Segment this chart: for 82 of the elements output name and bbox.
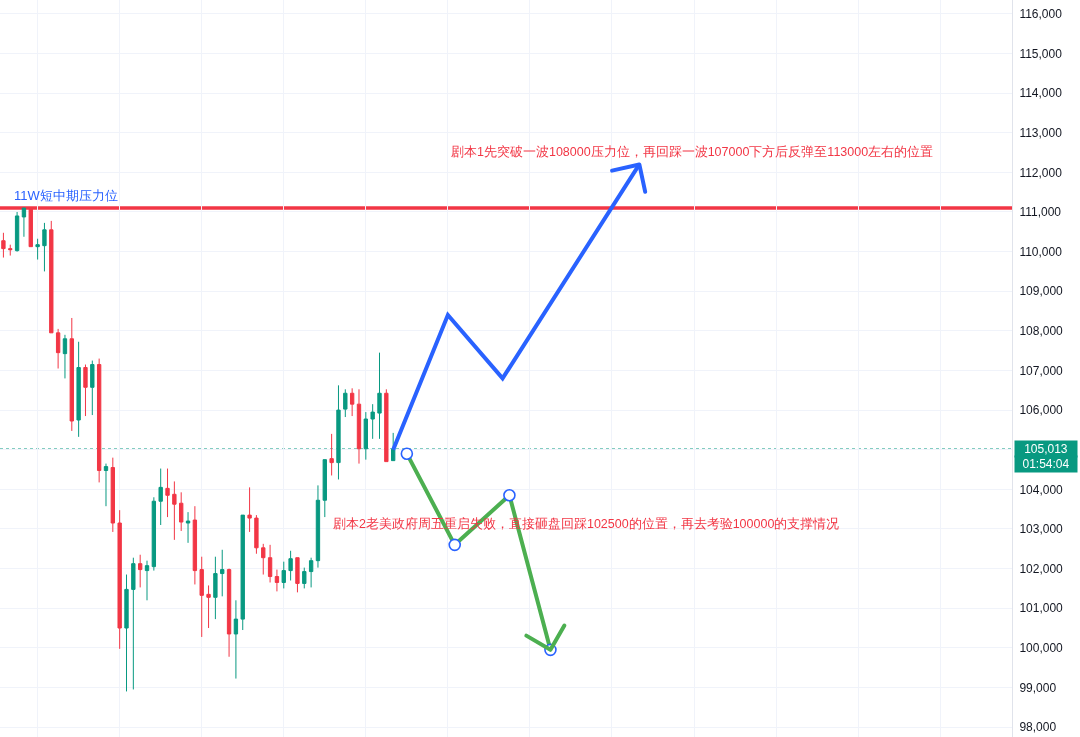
annotation: 剧本1先突破一波108000压力位，再回踩一波107000下方后反弹至113000左右的位置 [451,144,934,159]
candlestick [185,511,191,544]
candlestick [391,432,396,462]
candlestick [172,480,177,541]
candlestick [110,457,115,533]
candlestick [384,388,389,463]
candlestick [124,574,129,692]
candlestick [240,514,245,631]
y-tick-label: 108,000 [1019,324,1064,339]
candlestick [315,484,321,569]
candlestick [8,244,13,257]
candlestick [144,560,150,601]
candlestick [356,388,362,465]
candlestick [274,569,280,592]
candlestick [49,220,54,334]
candlestick [247,486,252,533]
candlestick [69,317,74,432]
candlestick [295,557,300,593]
y-tick-label: 99,000 [1019,680,1057,695]
candlestick [377,352,382,440]
candlestick [14,211,20,253]
ref-line-label: 105,013 [1024,442,1068,456]
candlestick [281,561,286,589]
candlestick [138,554,143,588]
y-tick-label: 106,000 [1019,403,1064,418]
candlestick [117,509,122,650]
candlestick [329,433,334,476]
candlestick [96,358,102,483]
candlestick [226,568,232,658]
candlestick [308,557,314,588]
candlestick [267,544,273,583]
candlestick [76,341,81,438]
y-tick-label: 110,000 [1019,244,1063,259]
candlestick [90,360,95,416]
candlestick [261,543,266,576]
candlestick [288,550,293,581]
candlestick [192,505,198,585]
candlestick [254,514,259,555]
candlestick [21,207,27,238]
y-tick-label: 98,000 [1019,720,1057,735]
candlestick [220,549,225,597]
point [400,447,414,460]
y-tick-label: 116,000 [1019,7,1063,22]
candlestick [165,468,170,518]
point [503,489,516,502]
y-tick-label: 114,000 [1019,86,1063,101]
y-tick-label: 101,000 [1019,601,1064,616]
candlestick [62,334,68,379]
y-tick-label: 111,000 [1019,205,1062,220]
candlestick [131,557,136,690]
y-tick-label: 100,000 [1019,641,1064,656]
candlestick [213,556,218,620]
y-tick-label: 115,000 [1019,46,1063,61]
candlestick [83,364,88,417]
ref-line-label: 11W短中期压力位 [14,188,118,203]
y-tick-label: 103,000 [1019,522,1064,537]
y-tick-label: 109,000 [1019,284,1064,299]
candlestick [233,599,239,680]
y-tick-label: 102,000 [1019,561,1064,576]
candlestick [206,584,211,629]
point [448,538,462,552]
y-tick-label: 113,000 [1019,125,1063,140]
candlestick [1,232,6,259]
candlestick [322,459,327,518]
candlestick [42,222,47,272]
candlestick [370,403,375,440]
y-tick-label: 104,000 [1019,482,1064,497]
candlestick [151,496,157,572]
text: 01:54:04 [1022,457,1070,471]
candlestick [158,468,163,526]
y-tick-label: 112,000 [1019,165,1063,180]
candlestick [336,384,341,480]
candlestick [302,567,307,589]
candlestick [349,387,355,417]
candlestick [343,388,348,418]
candlestick [55,328,61,369]
candlestick [179,491,184,532]
y-tick-label: 107,000 [1019,363,1064,378]
candlestick [363,411,368,461]
candlestick [199,556,204,638]
candlestick [103,463,109,507]
candlestick [35,238,40,261]
